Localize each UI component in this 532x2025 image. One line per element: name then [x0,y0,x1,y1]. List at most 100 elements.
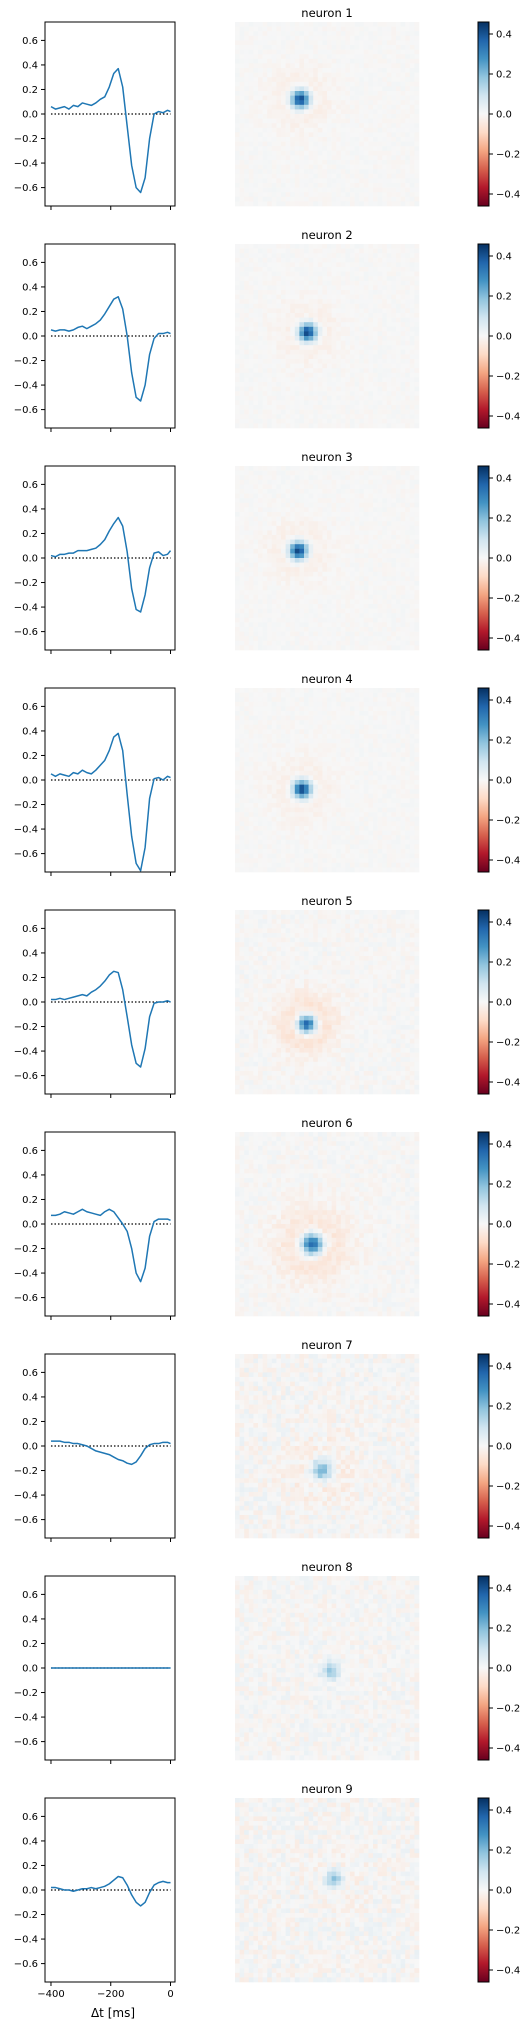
temporal-kernel-line [50,1208,171,1283]
spatial-heatmap [235,466,420,651]
y-tick-label: −0.2 [14,134,38,145]
x-tick-label: −200 [97,1989,124,2000]
colorbar-tick-label: −0.2 [496,372,520,383]
colorbar-tick-label: 0.2 [496,1180,512,1191]
neuron-title: neuron 5 [301,894,352,908]
colorbar [477,1131,490,1317]
spatial-heatmap [235,22,420,207]
y-tick-label: 0.6 [22,702,38,713]
spatial-heatmap [235,244,420,429]
spatial-heatmap [235,688,420,873]
y-tick-label: 0.2 [22,751,38,762]
neuron-title: neuron 2 [301,228,352,242]
y-tick-label: 0.0 [22,110,38,121]
colorbar [477,1797,490,1983]
colorbar-tick-label: 0.4 [496,252,512,263]
neuron-row: 0.6 0.4 0.2 0.0 −0.2 −0.4 −0.6 neuron 2 0.4 0.2 0.… [14,228,520,432]
y-tick-label: −0.6 [14,1071,38,1082]
y-tick-label: 0.4 [22,282,38,293]
colorbar [477,909,490,1095]
x-tick-label: −400 [37,1989,64,2000]
temporal-kernel-line [50,516,172,613]
y-tick-label: −0.6 [14,1515,38,1526]
neuron-row: 0.6 0.4 0.2 0.0 −0.2 −0.4 −0.6 neuron 4 0.4 0.2 0.… [14,672,520,876]
colorbar-tick-label: −0.4 [496,856,520,867]
y-tick-label: −0.4 [14,1713,38,1724]
y-tick-label: −0.4 [14,603,38,614]
colorbar [477,465,490,651]
y-tick-label: 0.6 [22,1146,38,1157]
y-tick-label: 0.2 [22,1417,38,1428]
y-tick-label: −0.6 [14,1737,38,1748]
y-tick-label: 0.4 [22,948,38,959]
y-tick-label: 0.6 [22,36,38,47]
colorbar-tick-label: −0.4 [496,1522,520,1533]
y-tick-label: 0.0 [22,1220,38,1231]
y-tick-label: −0.6 [14,627,38,638]
y-tick-label: 0.6 [22,1368,38,1379]
temporal-kernel-line [50,970,171,1068]
colorbar-tick-label: 0.0 [496,554,512,565]
colorbar-tick-label: 0.0 [496,1886,512,1897]
temporal-axes-frame [44,909,176,1095]
neuron-title: neuron 1 [301,6,352,20]
colorbar-tick-label: −0.4 [496,1078,520,1089]
y-tick-label: 0.0 [22,1886,38,1897]
colorbar-tick-label: 0.2 [496,1402,512,1413]
colorbar [477,1353,490,1539]
colorbar-tick-label: −0.4 [496,190,520,201]
neuron-row: 0.6 0.4 0.2 0.0 −0.2 −0.4 −0.6 −400 −200 0 neuron … [14,1782,521,2000]
y-tick-label: −0.2 [14,1688,38,1699]
y-tick-label: 0.4 [22,1170,38,1181]
colorbar-tick-label: −0.2 [496,150,520,161]
colorbar-tick-label: 0.4 [496,1362,512,1373]
y-tick-label: −0.2 [14,1910,38,1921]
y-tick-label: 0.0 [22,776,38,787]
y-tick-label: −0.4 [14,1491,38,1502]
colorbar-tick-label: 0.0 [496,998,512,1009]
y-tick-label: −0.6 [14,1959,38,1970]
y-tick-label: 0.0 [22,1442,38,1453]
spatial-heatmap [235,1132,420,1317]
y-tick-label: −0.6 [14,849,38,860]
colorbar [477,1575,490,1761]
y-tick-label: 0.6 [22,1812,38,1823]
y-tick-label: 0.6 [22,1590,38,1601]
y-tick-label: −0.4 [14,1269,38,1280]
colorbar-tick-label: −0.2 [496,1260,520,1271]
y-tick-label: 0.0 [22,1664,38,1675]
colorbar-tick-label: 0.2 [496,1624,512,1635]
colorbar-tick-label: −0.4 [496,1966,520,1977]
spatial-heatmap [235,1576,420,1761]
y-tick-label: −0.6 [14,183,38,194]
x-tick-label: 0 [167,1989,173,2000]
colorbar-tick-label: 0.0 [496,776,512,787]
neuron-row: 0.6 0.4 0.2 0.0 −0.2 −0.4 −0.6 neuron 8 0.4 0.2 0.… [14,1560,520,1764]
y-tick-label: −0.4 [14,1935,38,1946]
colorbar-tick-label: 0.2 [496,1846,512,1857]
colorbar-tick-label: 0.4 [496,1806,512,1817]
spatial-heatmap [235,1354,420,1539]
y-tick-label: −0.6 [14,405,38,416]
colorbar-tick-label: 0.2 [496,70,512,81]
y-tick-label: −0.4 [14,825,38,836]
y-tick-label: 0.4 [22,726,38,737]
colorbar-tick-label: 0.0 [496,1664,512,1675]
y-tick-label: −0.2 [14,1466,38,1477]
colorbar-tick-label: 0.2 [496,514,512,525]
neuron-title: neuron 4 [301,672,352,686]
y-tick-label: −0.2 [14,1244,38,1255]
colorbar-tick-label: 0.4 [496,918,512,929]
temporal-axes-frame [44,687,176,873]
colorbar-tick-label: −0.4 [496,412,520,423]
temporal-axes-frame [44,1131,176,1317]
colorbar-tick-label: −0.2 [496,1038,520,1049]
y-tick-label: 0.2 [22,85,38,96]
y-tick-label: 0.4 [22,1614,38,1625]
colorbar-tick-label: 0.2 [496,958,512,969]
spatial-heatmap [235,1798,420,1983]
neuron-title: neuron 9 [301,1782,352,1796]
neuron-title: neuron 8 [301,1560,352,1574]
colorbar [477,243,490,429]
